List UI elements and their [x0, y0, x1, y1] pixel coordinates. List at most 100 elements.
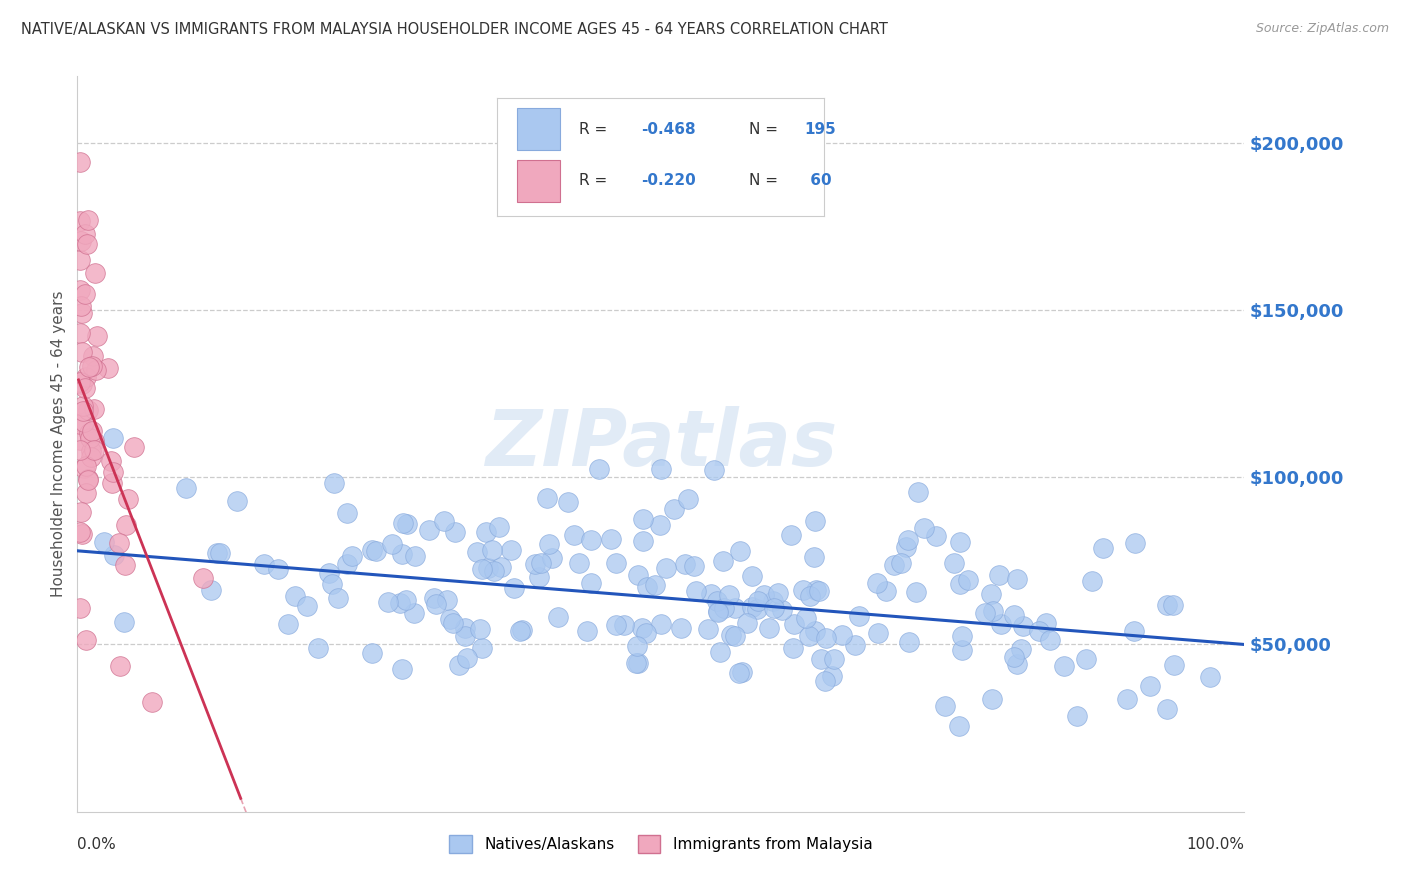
Point: [489, 560, 512, 574]
Point: [76, 237, 98, 252]
Point: [328, 591, 350, 605]
Point: [70, 345, 93, 359]
Point: [395, 593, 418, 607]
Text: NATIVE/ALASKAN VS IMMIGRANTS FROM MALAYSIA HOUSEHOLDER INCOME AGES 45 - 64 YEARS: NATIVE/ALASKAN VS IMMIGRANTS FROM MALAYS…: [21, 22, 889, 37]
Point: [883, 558, 905, 572]
Point: [981, 691, 1004, 706]
Point: [627, 657, 650, 671]
Point: [100, 454, 122, 468]
Point: [77, 473, 100, 487]
Point: [80, 450, 103, 464]
Point: [1163, 657, 1185, 672]
Point: [636, 625, 658, 640]
Point: [1028, 624, 1050, 639]
Point: [703, 463, 725, 477]
Point: [1010, 641, 1032, 656]
Point: [766, 585, 789, 599]
Point: [731, 665, 754, 679]
Point: [76, 402, 98, 417]
Point: [404, 606, 426, 620]
Point: [112, 615, 135, 629]
Point: [454, 629, 477, 643]
Point: [588, 462, 610, 476]
Point: [93, 534, 115, 549]
Point: [404, 549, 426, 564]
Point: [101, 476, 124, 491]
Point: [471, 640, 494, 655]
Point: [820, 668, 842, 682]
Point: [897, 634, 920, 648]
Point: [84, 267, 107, 281]
Point: [890, 557, 912, 571]
Point: [562, 528, 585, 542]
Point: [425, 597, 447, 611]
Point: [728, 544, 751, 558]
Point: [73, 461, 96, 475]
Point: [69, 433, 91, 447]
Point: [974, 607, 997, 621]
Point: [481, 543, 503, 558]
Point: [107, 536, 129, 550]
Point: [797, 629, 820, 643]
Point: [762, 593, 785, 607]
Point: [77, 213, 100, 227]
Point: [75, 458, 97, 473]
Point: [475, 524, 498, 539]
Point: [456, 651, 478, 665]
Point: [904, 585, 927, 599]
Point: [807, 584, 830, 599]
Point: [1123, 536, 1146, 550]
Point: [814, 631, 837, 645]
Point: [717, 588, 740, 602]
Point: [69, 505, 91, 519]
Point: [80, 443, 103, 458]
Point: [897, 533, 920, 547]
Point: [122, 440, 145, 454]
Point: [79, 425, 101, 440]
Point: [794, 611, 817, 625]
Point: [418, 523, 440, 537]
Point: [613, 618, 636, 632]
Point: [75, 633, 97, 648]
Point: [541, 550, 564, 565]
Point: [724, 601, 747, 615]
Point: [804, 515, 827, 529]
Point: [779, 528, 801, 542]
Point: [73, 415, 96, 429]
Point: [894, 540, 917, 554]
Point: [503, 581, 526, 595]
Point: [307, 641, 329, 656]
Point: [77, 360, 100, 375]
Point: [747, 602, 769, 616]
Point: [1035, 615, 1057, 630]
Point: [101, 431, 124, 445]
Point: [655, 561, 678, 575]
Point: [799, 589, 821, 603]
Point: [934, 699, 956, 714]
Point: [664, 501, 686, 516]
Point: [253, 558, 276, 572]
Point: [205, 546, 228, 560]
Point: [82, 349, 104, 363]
Point: [626, 656, 648, 670]
Point: [69, 442, 91, 457]
Point: [523, 557, 546, 571]
Point: [465, 545, 488, 559]
Point: [484, 565, 506, 579]
Point: [80, 424, 103, 438]
Point: [441, 615, 464, 630]
Point: [70, 235, 93, 249]
Point: [1004, 649, 1026, 664]
Point: [439, 612, 461, 626]
Point: [804, 624, 827, 638]
Point: [763, 600, 786, 615]
Point: [200, 583, 222, 598]
Point: [866, 626, 889, 640]
Point: [752, 589, 775, 603]
Point: [76, 472, 98, 486]
Point: [758, 621, 780, 635]
Point: [956, 574, 979, 588]
Point: [70, 305, 93, 319]
Point: [318, 566, 340, 580]
Point: [69, 214, 91, 228]
